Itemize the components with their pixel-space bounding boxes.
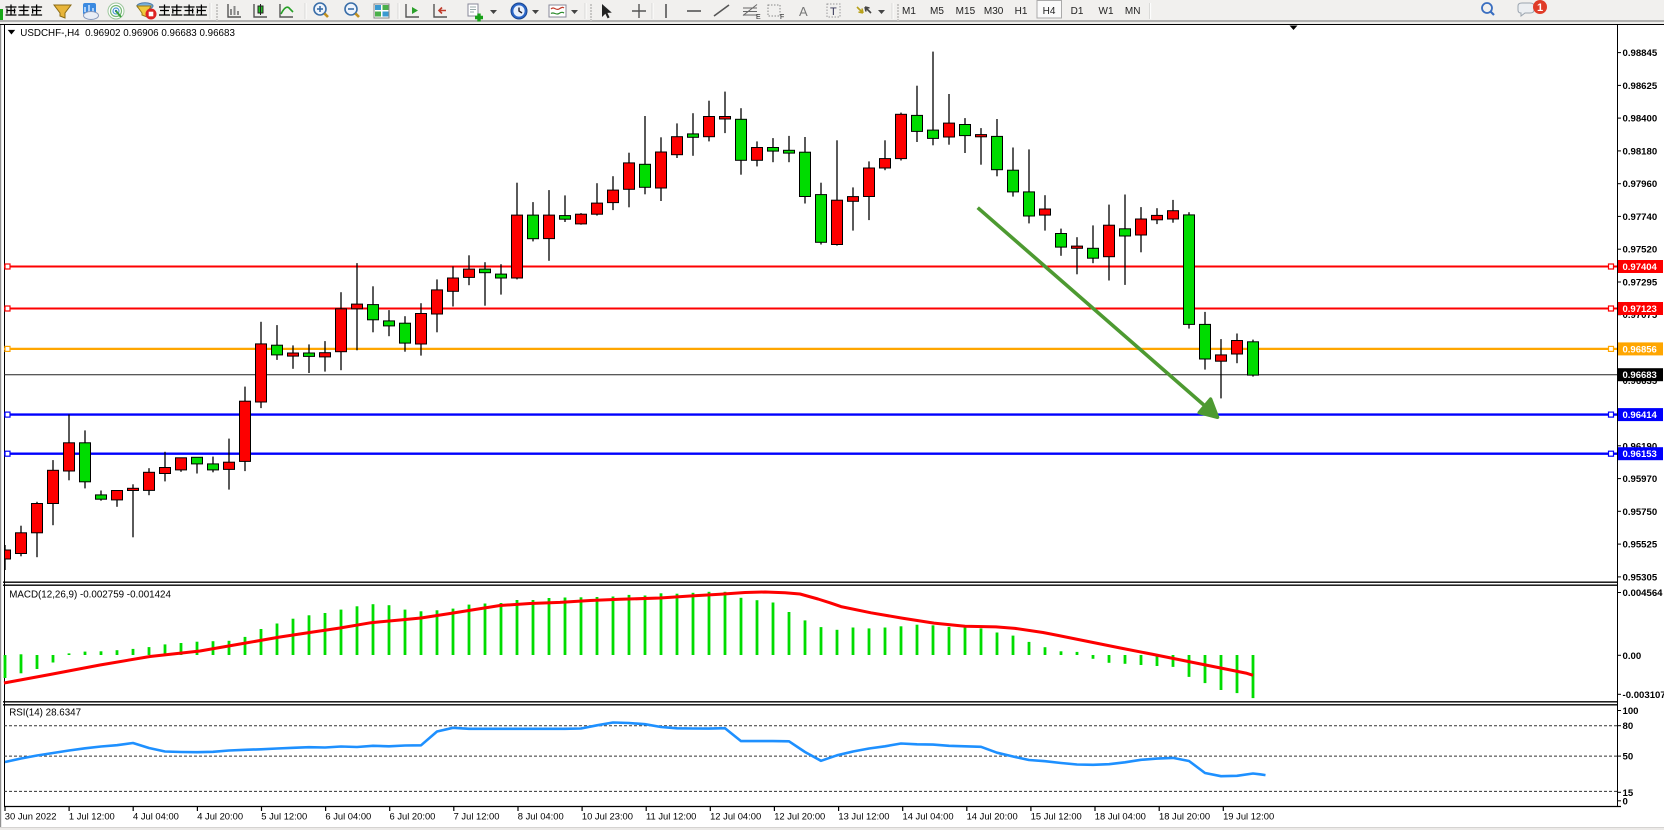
svg-text:0.95525: 0.95525 (1623, 540, 1658, 551)
svg-text:5 Jul 12:00: 5 Jul 12:00 (261, 811, 307, 822)
svg-text:0.96683: 0.96683 (1623, 370, 1657, 381)
svg-text:12 Jul 20:00: 12 Jul 20:00 (774, 811, 825, 822)
svg-text:-0.003107: -0.003107 (1623, 690, 1664, 701)
svg-text:0.98625: 0.98625 (1623, 81, 1658, 92)
svg-text:USDCHF-,H4 0.96902 0.96906 0.: USDCHF-,H4 0.96902 0.96906 0.96683 0.966… (20, 28, 235, 39)
svg-text:H4: H4 (1043, 6, 1056, 17)
svg-text:H1: H1 (1015, 6, 1028, 17)
svg-text:12 Jul 04:00: 12 Jul 04:00 (710, 811, 761, 822)
svg-text:E: E (756, 14, 761, 21)
svg-text:T: T (830, 6, 837, 18)
svg-text:0.98180: 0.98180 (1623, 146, 1658, 157)
svg-text:0.95305: 0.95305 (1623, 572, 1658, 583)
svg-text:13 Jul 12:00: 13 Jul 12:00 (838, 811, 889, 822)
svg-text:0.98400: 0.98400 (1623, 114, 1658, 125)
svg-text:4 Jul 20:00: 4 Jul 20:00 (197, 811, 243, 822)
svg-text:10 Jul 23:00: 10 Jul 23:00 (582, 811, 633, 822)
svg-text:14 Jul 04:00: 14 Jul 04:00 (903, 811, 954, 822)
svg-text:M15: M15 (956, 6, 976, 17)
svg-text:0.96856: 0.96856 (1623, 344, 1657, 355)
svg-text:0.97740: 0.97740 (1623, 212, 1658, 223)
svg-text:100: 100 (1623, 706, 1639, 717)
svg-text:8 Jul 04:00: 8 Jul 04:00 (518, 811, 564, 822)
svg-text:15 Jul 12:00: 15 Jul 12:00 (1031, 811, 1082, 822)
svg-text:19 Jul 12:00: 19 Jul 12:00 (1223, 811, 1274, 822)
svg-text:0.97404: 0.97404 (1623, 262, 1658, 273)
svg-text:1 Jul 12:00: 1 Jul 12:00 (69, 811, 115, 822)
svg-text:0.97520: 0.97520 (1623, 245, 1658, 256)
svg-text:0.004564: 0.004564 (1623, 588, 1664, 599)
svg-text:MN: MN (1125, 6, 1141, 17)
svg-text:A: A (799, 4, 808, 19)
svg-text:RSI(14) 28.6347: RSI(14) 28.6347 (9, 708, 81, 719)
svg-text:0: 0 (1623, 796, 1628, 807)
svg-text:6 Jul 04:00: 6 Jul 04:00 (325, 811, 371, 822)
svg-text:1: 1 (1537, 2, 1543, 14)
svg-text:M1: M1 (902, 6, 916, 17)
svg-text:14 Jul 20:00: 14 Jul 20:00 (967, 811, 1018, 822)
svg-text:11 Jul 12:00: 11 Jul 12:00 (646, 811, 696, 822)
svg-text:F: F (780, 14, 784, 21)
svg-text:0.97295: 0.97295 (1623, 278, 1658, 289)
svg-text:7 Jul 12:00: 7 Jul 12:00 (454, 811, 500, 822)
svg-text:0.97123: 0.97123 (1623, 304, 1657, 315)
svg-text:M5: M5 (930, 6, 944, 17)
svg-text:50: 50 (1623, 752, 1634, 763)
svg-text:4 Jul 04:00: 4 Jul 04:00 (133, 811, 179, 822)
svg-text:W1: W1 (1099, 6, 1114, 17)
svg-text:0.97960: 0.97960 (1623, 179, 1658, 190)
svg-text:0.96414: 0.96414 (1623, 410, 1658, 421)
svg-text:0.95750: 0.95750 (1623, 507, 1658, 518)
svg-text:D1: D1 (1071, 6, 1084, 17)
svg-text:30 Jun 2022: 30 Jun 2022 (5, 811, 57, 822)
svg-text:80: 80 (1623, 721, 1634, 732)
svg-text:M30: M30 (984, 6, 1004, 17)
svg-text:18 Jul 04:00: 18 Jul 04:00 (1095, 811, 1146, 822)
svg-text:0.96153: 0.96153 (1623, 449, 1657, 460)
svg-text:MACD(12,26,9) -0.002759 -0.001: MACD(12,26,9) -0.002759 -0.001424 (9, 590, 171, 601)
svg-text:6 Jul 20:00: 6 Jul 20:00 (390, 811, 436, 822)
svg-text:18 Jul 20:00: 18 Jul 20:00 (1159, 811, 1210, 822)
svg-text:0.95970: 0.95970 (1623, 474, 1658, 485)
svg-text:0.00: 0.00 (1623, 651, 1642, 662)
svg-text:0.98845: 0.98845 (1623, 48, 1658, 59)
